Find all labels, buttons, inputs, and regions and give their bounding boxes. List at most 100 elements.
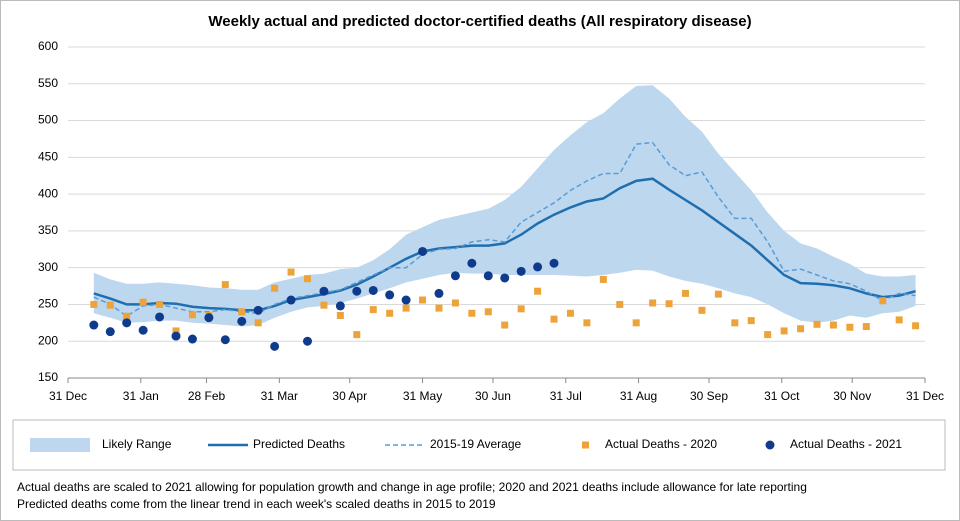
point-2020 (402, 304, 410, 312)
point-2020 (106, 301, 114, 309)
x-tick-label: 30 Nov (833, 389, 871, 403)
point-2021 (483, 271, 493, 281)
point-2020 (714, 290, 722, 298)
point-2020 (895, 316, 903, 324)
x-tick-label: 30 Apr (332, 389, 367, 403)
point-2020 (747, 317, 755, 325)
point-2020 (797, 325, 805, 333)
point-2021 (302, 336, 312, 346)
x-tick-label: 31 Jan (123, 389, 159, 403)
point-2021 (187, 334, 197, 344)
x-tick-label: 31 Jul (550, 389, 582, 403)
point-2020 (419, 296, 427, 304)
legend-label: Likely Range (102, 437, 172, 451)
point-2020 (566, 309, 574, 317)
x-tick-label: 31 Aug (620, 389, 657, 403)
point-2021 (237, 316, 247, 326)
y-tick-label: 600 (38, 39, 58, 53)
likely-range (93, 85, 916, 327)
point-2020 (550, 315, 558, 323)
x-tick-label: 31 Dec (49, 389, 87, 403)
point-2020 (912, 322, 920, 330)
legend-label: 2015-19 Average (430, 437, 522, 451)
point-2021 (549, 258, 559, 268)
x-tick-label: 31 Mar (261, 389, 298, 403)
point-2021 (533, 262, 543, 272)
point-2020 (271, 284, 279, 292)
point-2020 (123, 312, 131, 320)
legend-label: Predicted Deaths (253, 437, 345, 451)
point-2021 (385, 290, 395, 300)
point-2020 (649, 299, 657, 307)
point-2021 (467, 258, 477, 268)
point-2021 (138, 325, 148, 335)
point-2020 (221, 281, 229, 289)
point-2021 (319, 286, 329, 296)
point-2021 (204, 313, 214, 323)
point-2021 (122, 318, 132, 328)
point-2020 (813, 320, 821, 328)
point-2020 (484, 308, 492, 316)
point-2021 (89, 320, 99, 330)
x-tick-label: 31 May (403, 389, 442, 403)
point-2020 (353, 331, 361, 339)
point-2021 (401, 295, 411, 305)
point-2020 (632, 319, 640, 327)
point-2021 (352, 286, 362, 296)
point-2020 (139, 298, 147, 306)
x-tick-label: 30 Sep (690, 389, 728, 403)
point-2020 (303, 275, 311, 283)
y-tick-label: 550 (38, 76, 58, 90)
point-2021 (270, 341, 280, 351)
point-2021 (155, 312, 165, 322)
point-2021 (516, 266, 526, 276)
point-2020 (698, 306, 706, 314)
legend-label: Actual Deaths - 2021 (790, 437, 902, 451)
point-2020 (156, 300, 164, 308)
point-2020 (90, 300, 98, 308)
point-2020 (238, 308, 246, 316)
point-2020 (764, 331, 772, 339)
point-2020 (435, 304, 443, 312)
predicted-line (93, 177, 916, 312)
y-tick-label: 500 (38, 113, 58, 127)
point-2020 (731, 319, 739, 327)
point-2020 (451, 299, 459, 307)
point-2020 (287, 268, 295, 276)
x-tick-label: 31 Oct (764, 389, 800, 403)
point-2021 (368, 285, 378, 295)
point-2020 (616, 300, 624, 308)
point-2020 (665, 300, 673, 308)
point-2020 (862, 323, 870, 331)
point-2020 (254, 319, 262, 327)
legend-swatch (582, 441, 589, 449)
point-2021 (335, 301, 345, 311)
point-2020 (829, 321, 837, 329)
average-line (93, 141, 916, 318)
point-2020 (599, 275, 607, 283)
legend-label: Actual Deaths - 2020 (605, 437, 717, 451)
point-2020 (682, 289, 690, 297)
point-2021 (450, 271, 460, 281)
legend-box (12, 419, 946, 471)
x-tick-label: 30 Jun (475, 389, 511, 403)
point-2021 (500, 273, 510, 283)
point-2020 (188, 311, 196, 319)
point-2020 (468, 309, 476, 317)
point-2021 (171, 331, 181, 341)
chart-title: Weekly actual and predicted doctor-certi… (208, 13, 751, 30)
point-2021 (105, 327, 115, 337)
footnote: Predicted deaths come from the linear tr… (17, 497, 496, 511)
point-2020 (517, 305, 525, 313)
point-2021 (434, 288, 444, 298)
point-2021 (418, 246, 428, 256)
point-2020 (534, 287, 542, 295)
point-2020 (369, 306, 377, 314)
y-tick-label: 450 (38, 150, 58, 164)
footnote: Actual deaths are scaled to 2021 allowin… (17, 480, 807, 494)
point-2020 (583, 319, 591, 327)
y-tick-label: 350 (38, 223, 58, 237)
point-2020 (386, 309, 394, 317)
